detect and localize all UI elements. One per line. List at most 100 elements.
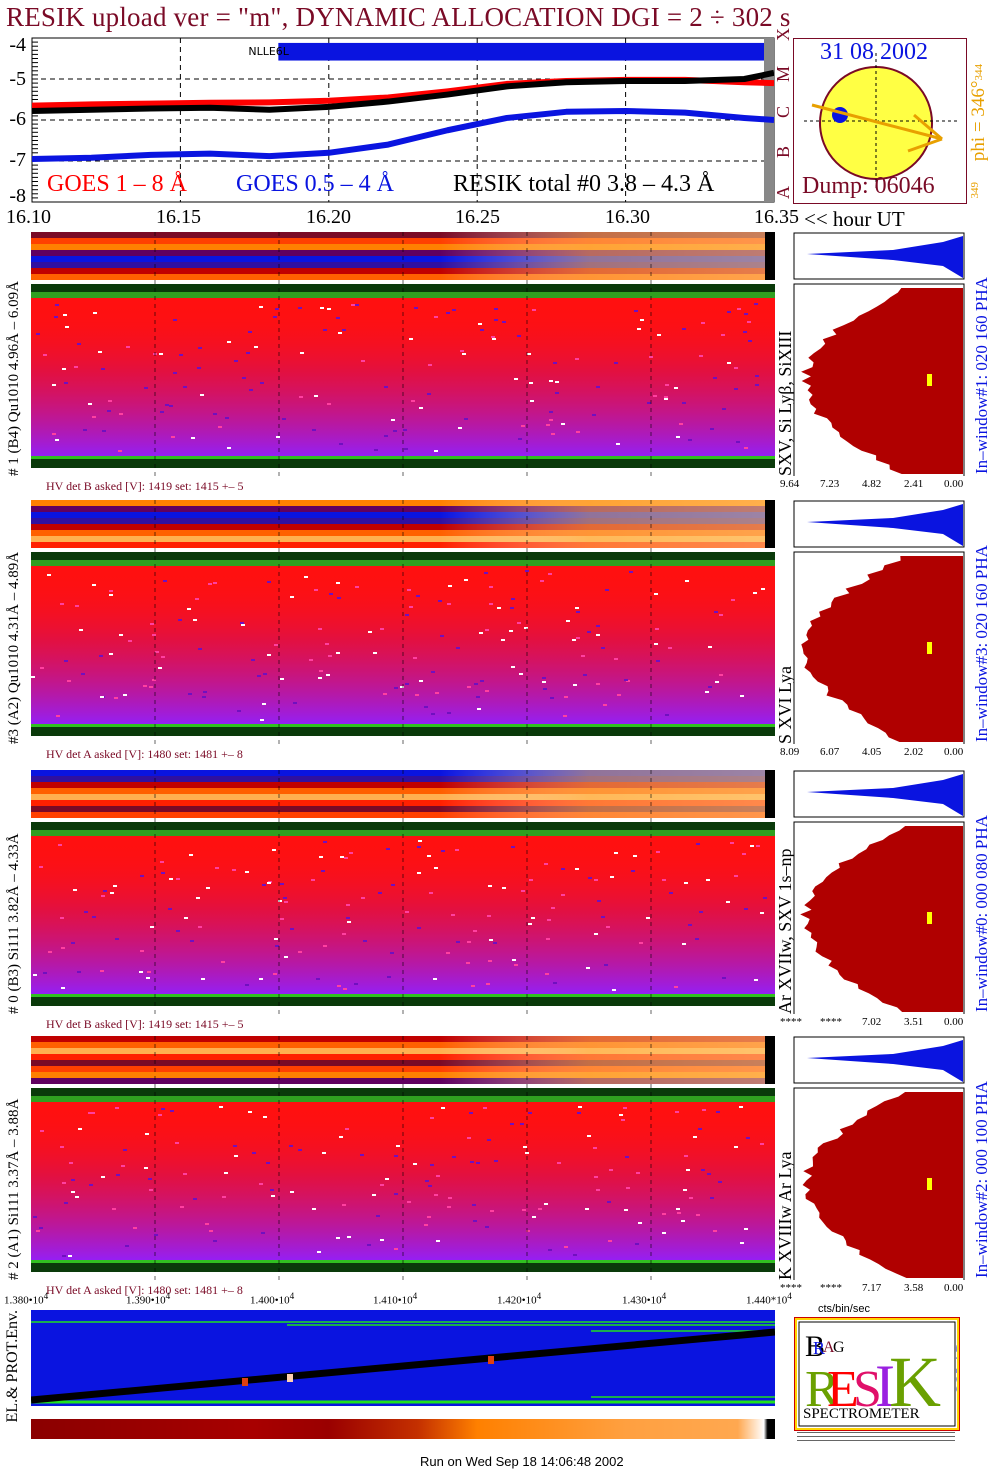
- spectrogram-pixel: [267, 882, 271, 884]
- spectrogram-pixel: [706, 879, 710, 881]
- spectrogram-pixel: [419, 680, 423, 682]
- spectrogram-pixel: [380, 1239, 384, 1241]
- spectrogram-pixel: [734, 875, 738, 877]
- spectrogram-pixel: [242, 377, 246, 379]
- spectrogram-pixel: [736, 441, 740, 443]
- spectrogram-pixel: [521, 425, 525, 427]
- spectrogram-pixel: [150, 623, 154, 625]
- spectrogram-pixel: [271, 1195, 275, 1197]
- spectrogram-pixel: [484, 572, 488, 574]
- spectrogram-pixel: [404, 448, 408, 450]
- pha-histogram: [793, 500, 965, 744]
- spectrogram-pixel: [349, 852, 353, 854]
- spectrogram-pixel: [56, 715, 60, 717]
- spectrogram-pixel: [75, 605, 79, 607]
- spectrogram-pixel: [232, 869, 236, 871]
- pha-window-label: In–window#1: 020 160 PHA: [972, 277, 991, 474]
- spectrogram-pixel: [323, 841, 327, 843]
- histogram-tick: 3.58: [904, 1282, 924, 1294]
- pha-window-marker: [927, 912, 932, 924]
- spectrogram-pixel: [380, 628, 384, 630]
- spectrogram-pixel: [612, 989, 616, 991]
- spectrogram-pixel: [564, 1246, 568, 1248]
- svg-text:K: K: [889, 1342, 941, 1422]
- spectrogram-pixel: [260, 719, 264, 721]
- spectrogram-pixel: [173, 372, 177, 374]
- spectrogram-pixel: [610, 876, 614, 878]
- histogram-tick: 0.00: [944, 1282, 964, 1294]
- spectrogram-pixel: [92, 416, 96, 418]
- spectrogram-green-band: [31, 830, 775, 836]
- spectrogram-pixel: [547, 919, 551, 921]
- spectrogram-pixel: [561, 423, 565, 425]
- spectrogram-pixel: [344, 857, 348, 859]
- spectrogram-pixel: [689, 1197, 693, 1199]
- spectrogram-pixel: [662, 1213, 666, 1215]
- spectrogram-pixel: [248, 331, 252, 333]
- spectrogram-pixel: [531, 917, 535, 919]
- spectrogram-pixel: [722, 408, 726, 410]
- spectrogram-pixel: [338, 332, 342, 334]
- spectrogram-pixel: [318, 628, 322, 630]
- spectrogram-pixel: [594, 879, 598, 881]
- spectrogram-pixel: [668, 647, 672, 649]
- spectrogram-pixel: [747, 321, 751, 323]
- spectrogram-pixel: [373, 652, 377, 654]
- top-histogram-fill: [807, 774, 963, 816]
- phi-sup: 344: [973, 64, 985, 81]
- histogram-tick: ****: [780, 1282, 802, 1294]
- spectrogram-pixel: [418, 840, 422, 842]
- spectrogram-pixel: [282, 418, 286, 420]
- spectrogram-pixel: [343, 988, 347, 990]
- spectrogram-pixel: [309, 659, 313, 661]
- x-tick: 1.440*104: [746, 1291, 792, 1307]
- spectrogram-pixel: [339, 1136, 343, 1138]
- detector-axis-arrow: [811, 103, 943, 141]
- spectrogram-pixel: [284, 901, 288, 903]
- spectrogram-pixel: [260, 382, 264, 384]
- pha-window-marker: [927, 642, 932, 654]
- spectrogram-pixel: [575, 358, 579, 360]
- spectrogram-pixel: [451, 914, 455, 916]
- top-histogram-fill: [807, 236, 963, 278]
- spectrogram-pixel: [502, 321, 506, 323]
- spectrogram-pixel: [125, 1245, 129, 1247]
- spectrogram-pixel: [118, 450, 122, 452]
- x-tick: 16.30: [605, 206, 650, 228]
- spectrogram-pixel: [112, 1208, 116, 1210]
- spectrogram-pixel: [36, 1230, 40, 1232]
- spectrogram-pixel: [197, 367, 201, 369]
- spectrogram-pixel: [754, 979, 758, 981]
- spectrogram-pixel: [705, 691, 709, 693]
- spectrogram-pixel: [110, 892, 114, 894]
- spectrogram-pixel: [744, 908, 748, 910]
- spectrogram-pixel: [68, 1255, 72, 1257]
- spectrogram-pixel: [251, 659, 255, 661]
- spectrogram-pixel: [578, 1106, 582, 1108]
- spectrogram-panel: [31, 232, 775, 476]
- spectrogram-pixel: [275, 308, 279, 310]
- spectrogram-pixel: [290, 1191, 294, 1193]
- spectrogram-pixel: [189, 854, 193, 856]
- spectrogram-pixel: [347, 1236, 351, 1238]
- spectrogram-pixel: [488, 885, 492, 887]
- spectrogram-pixel: [43, 972, 47, 974]
- spectrogram-pixel: [158, 667, 162, 669]
- spectrogram-pixel: [701, 1169, 705, 1171]
- spectrogram-green-band: [31, 292, 775, 298]
- spectrogram-pixel: [695, 938, 699, 940]
- spectrogram-pixel: [325, 643, 329, 645]
- spectrogram-pixel: [485, 1226, 489, 1228]
- spectrogram-pixel: [396, 1145, 400, 1147]
- spectrogram-pixel: [456, 941, 460, 943]
- spectrogram-pixel: [198, 347, 202, 349]
- resik-logo-graphic: B R A G R E S I K SOLAR: [798, 1321, 957, 1427]
- spectrogram-pixel: [707, 1173, 711, 1175]
- spectrogram-pixel: [614, 852, 618, 854]
- spectrogram-pixel: [593, 1147, 597, 1149]
- spectrogram-pixel: [152, 679, 156, 681]
- spectrogram-pixel: [511, 598, 515, 600]
- spectrogram-pixel: [662, 1232, 666, 1234]
- spectrogram-pixel: [434, 450, 438, 452]
- spectrogram-pixel: [430, 1117, 434, 1119]
